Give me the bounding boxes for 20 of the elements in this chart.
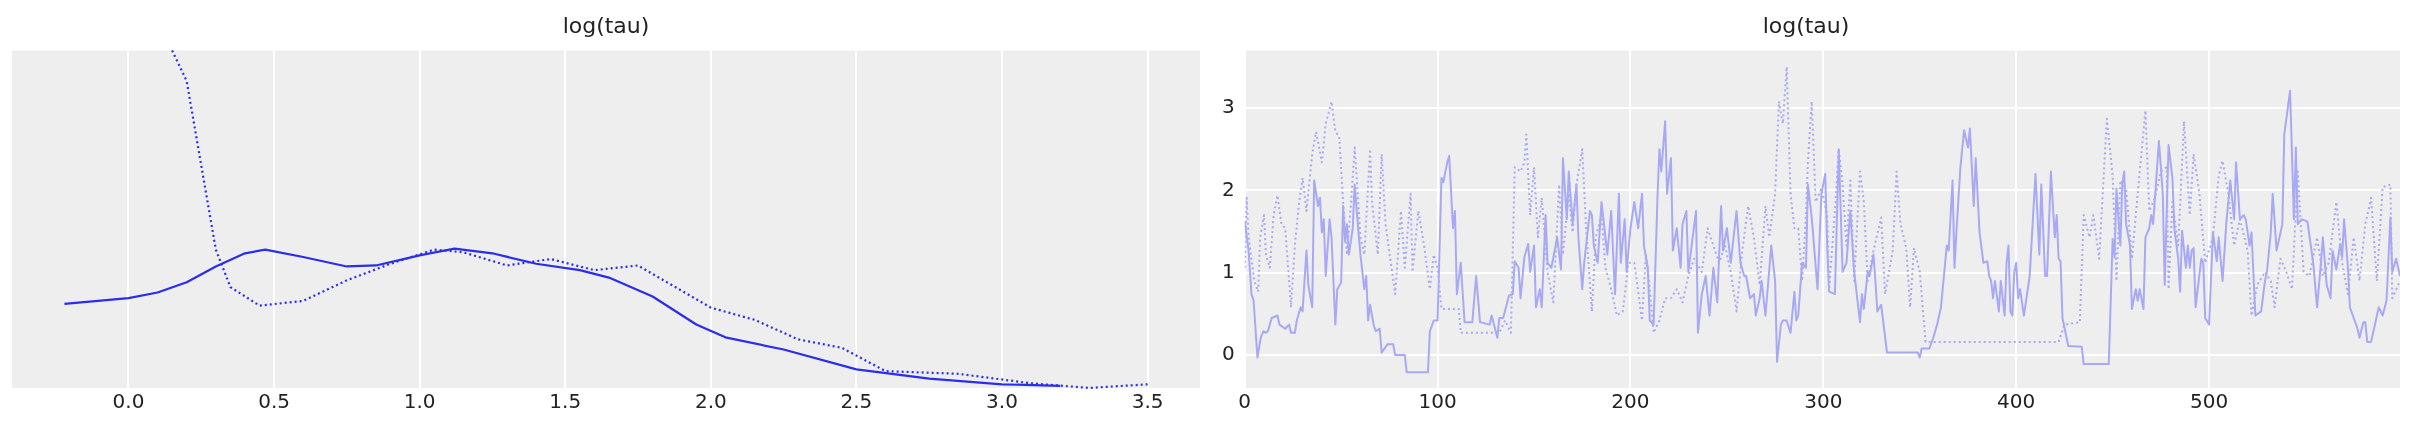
x-tick-label: 3.0 (986, 389, 1018, 414)
x-tick-label: 2.5 (840, 389, 873, 414)
x-tick-label: 2.0 (694, 389, 727, 414)
x-tick-label: 400 (1997, 389, 2036, 414)
y-tick-label: 1 (1221, 258, 1235, 283)
chart-title: log(tau) (562, 12, 650, 38)
y-tick-label: 3 (1221, 94, 1235, 119)
x-tick-label: 100 (1418, 389, 1457, 414)
x-tick-label: 1.5 (549, 389, 582, 414)
x-tick-label: 3.5 (1131, 389, 1164, 414)
x-tick-label: 300 (1804, 389, 1843, 414)
x-tick-label: 500 (2189, 389, 2229, 414)
x-tick-label: 0 (1238, 389, 1252, 414)
chart-title: log(tau) (1762, 12, 1850, 38)
x-tick-label: 200 (1611, 389, 1650, 414)
x-tick-label: 0.0 (112, 389, 145, 414)
y-tick-label: 0 (1221, 341, 1235, 366)
x-tick-label: 1.0 (403, 389, 436, 414)
x-tick-label: 0.5 (258, 389, 290, 414)
y-tick-label: 2 (1221, 176, 1235, 201)
